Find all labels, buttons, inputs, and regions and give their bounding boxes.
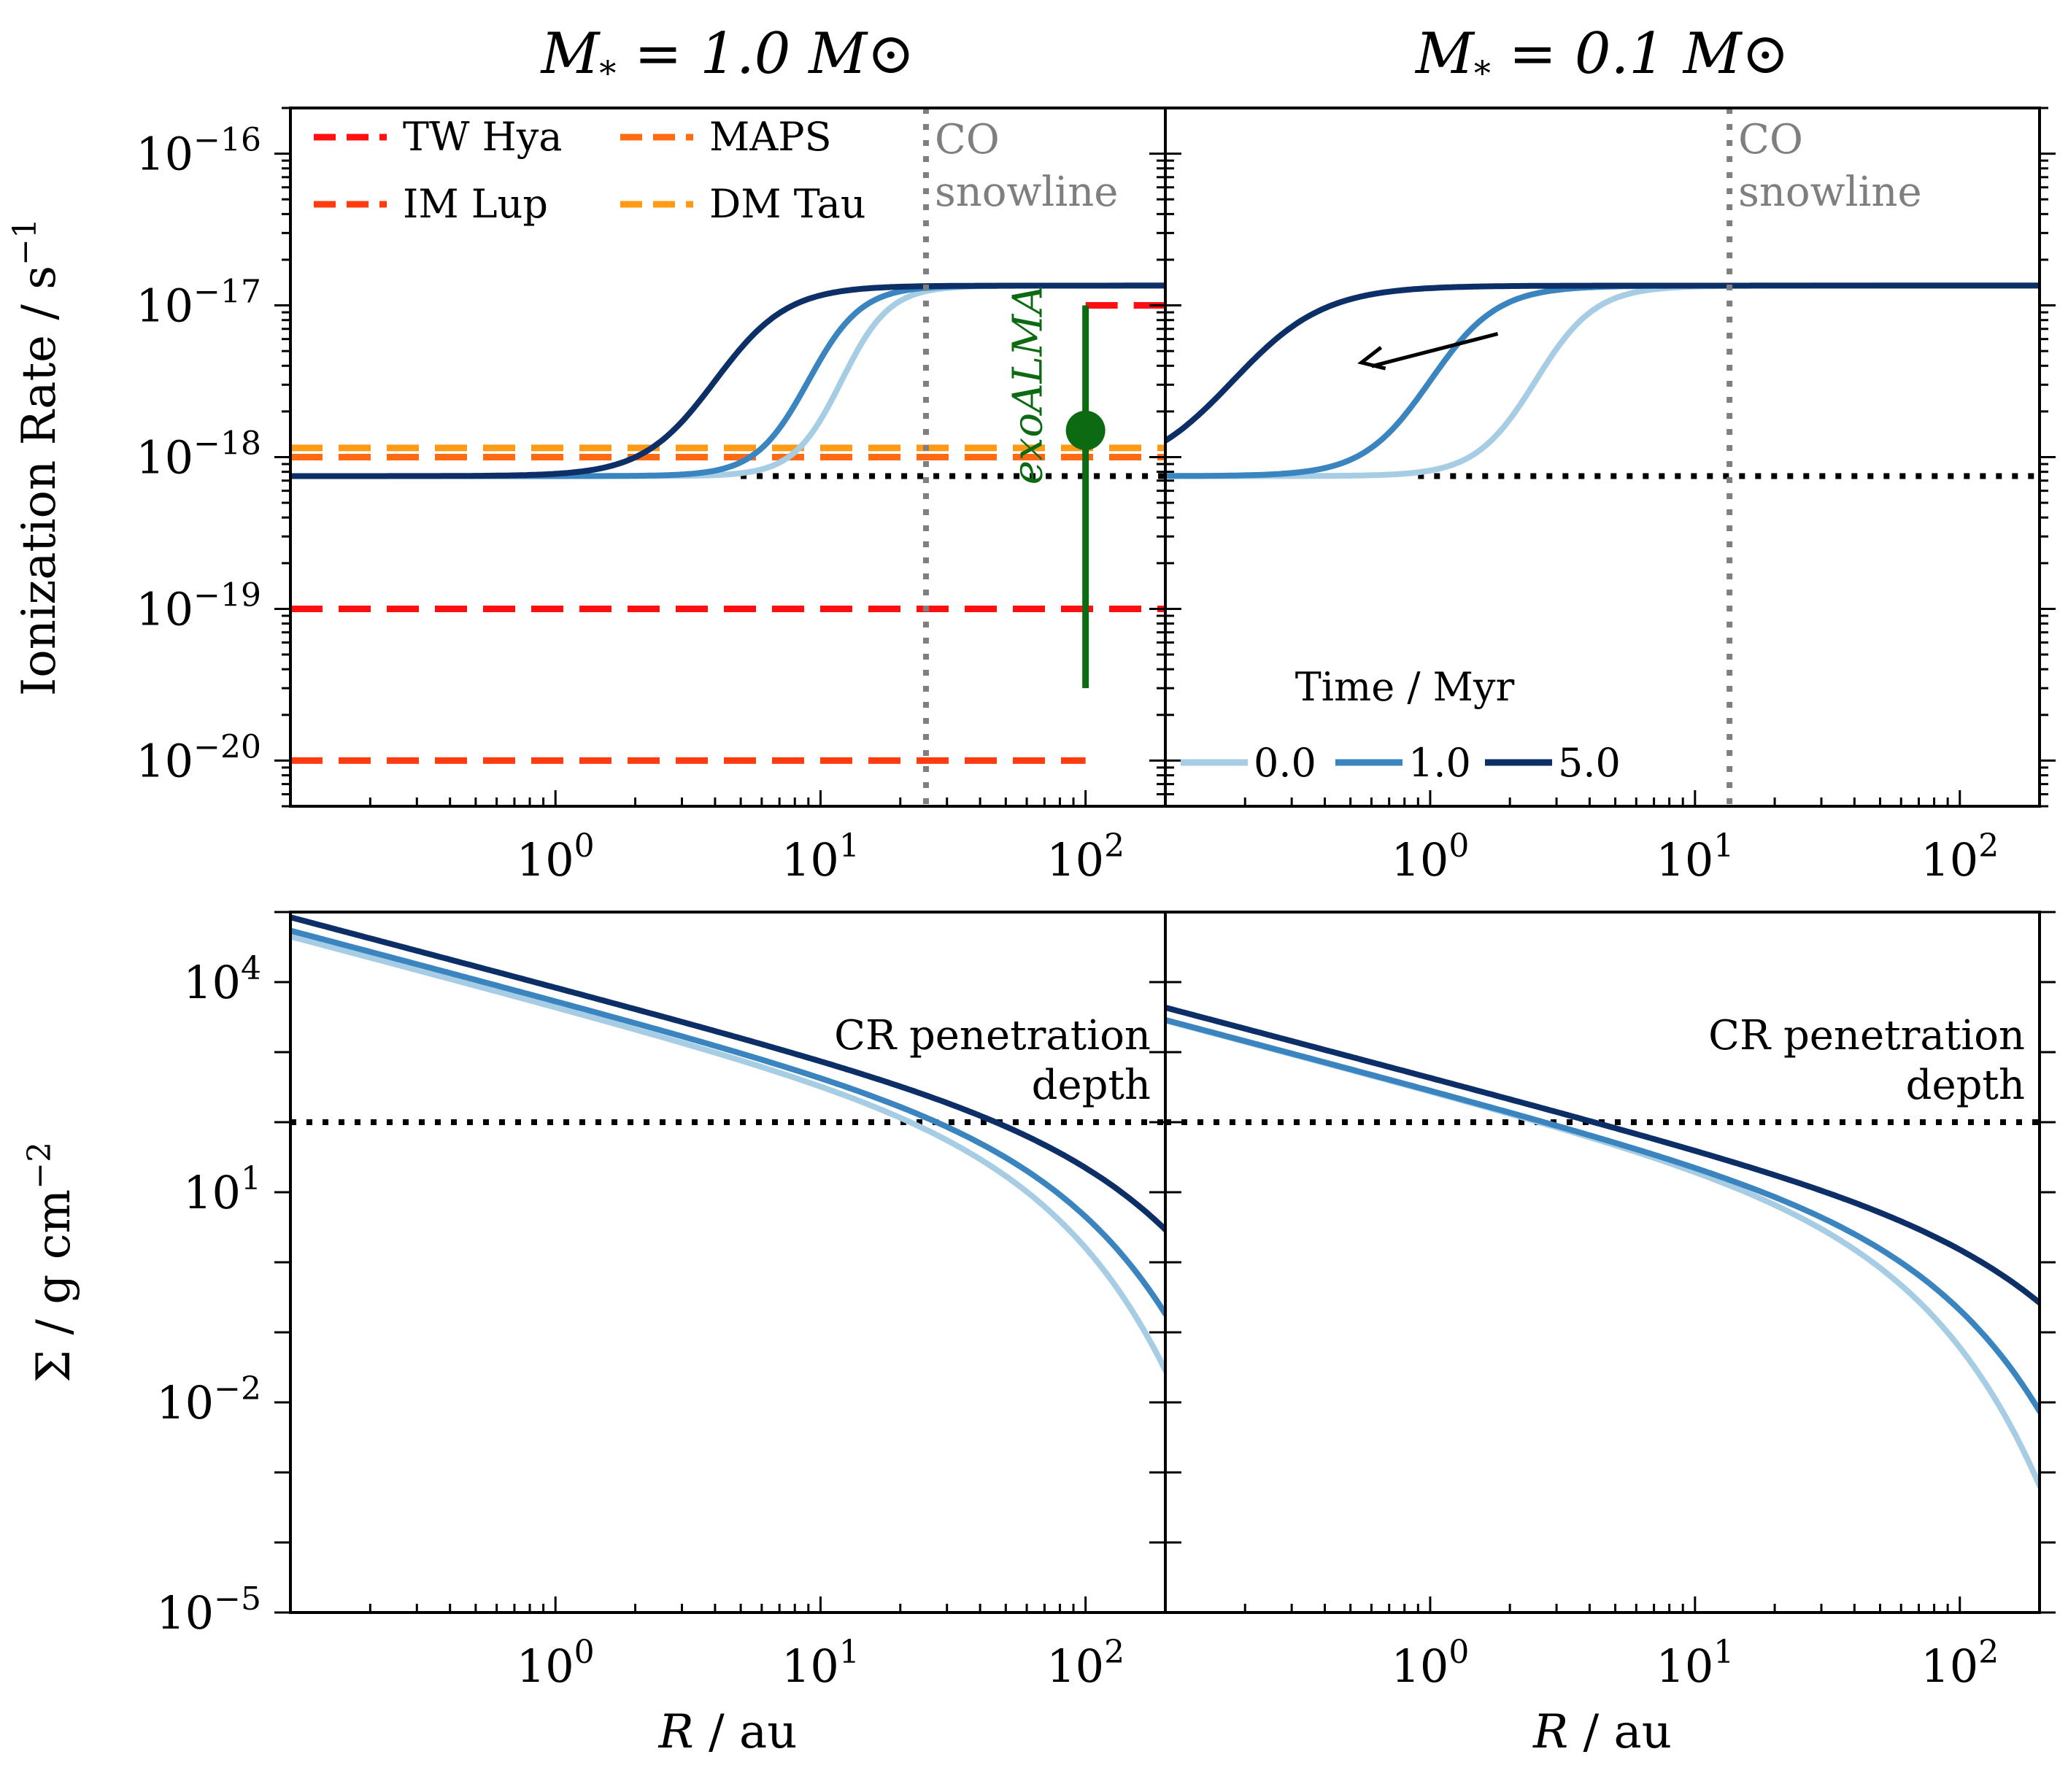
- time-legend-label: 1.0: [1408, 740, 1471, 786]
- series-line-5.0: [290, 282, 1165, 479]
- plot-area: [290, 914, 1165, 1374]
- time-legend-label: 5.0: [1558, 740, 1621, 786]
- x-tick-label: 101: [1656, 827, 1734, 887]
- legend-label: TW Hya: [403, 114, 562, 160]
- x-tick-label: 101: [782, 827, 860, 887]
- x-tick-label: 101: [1656, 1634, 1734, 1693]
- x-tick-label: 100: [517, 827, 595, 887]
- y-tick-label: 104: [183, 950, 261, 1009]
- penetration-label-line1: CR penetration: [834, 1012, 1151, 1059]
- time-arrow-shaft: [1371, 332, 1499, 368]
- penetration-label-line2: depth: [1906, 1062, 2025, 1109]
- penetration-label-line1: CR penetration: [1708, 1012, 2025, 1059]
- time-legend-label: 0.0: [1254, 740, 1316, 786]
- exoalma-label: exoALMA: [1005, 285, 1052, 484]
- plot-area: [290, 108, 1165, 806]
- x-tick-label: 102: [1921, 827, 1999, 887]
- y-axis-label: Σ / g cm−2: [21, 1142, 81, 1383]
- time-legend-title: Time / Myr: [1295, 664, 1515, 710]
- x-tick-label: 100: [1391, 827, 1469, 887]
- ionization-panel-left: CO snowline exoALMA TW Hya MAPS IM Lup DM Tau 1…: [7, 21, 1181, 887]
- series-line-5.0: [1165, 1004, 2040, 1306]
- legend-label: IM Lup: [403, 181, 548, 227]
- x-tick-label: 100: [517, 1634, 595, 1693]
- series-line-0.0: [1165, 282, 2040, 479]
- ionization-panel-right: CO snowline Time / Myr 0.0 1.0 5.0 100 101 102 M*…: [1149, 21, 2056, 887]
- x-axis-label: R / au: [1532, 1705, 1672, 1759]
- series-line-1.0: [1165, 1016, 2040, 1415]
- panel-title: M* = 1.0 M⊙: [540, 21, 915, 93]
- x-tick-label: 102: [1046, 1634, 1124, 1693]
- series-line-0.0: [290, 933, 1165, 1374]
- series-line-1.0: [290, 927, 1165, 1317]
- x-axis-label: R / au: [658, 1705, 798, 1759]
- series-line-5.0: [1165, 282, 2040, 444]
- plot-area: [1165, 108, 2040, 806]
- snowline-label-snowline: snowline: [935, 169, 1118, 216]
- y-tick-label: 10−18: [136, 425, 261, 484]
- y-tick-label: 10−2: [156, 1370, 261, 1429]
- snowline-label-co: CO: [1738, 116, 1803, 163]
- x-tick-label: 100: [1391, 1634, 1469, 1693]
- snowline-label-co: CO: [935, 116, 1000, 163]
- y-tick-label: 10−20: [136, 728, 261, 787]
- x-tick-label: 102: [1921, 1634, 1999, 1693]
- y-tick-label: 10−16: [136, 122, 261, 181]
- x-tick-label: 101: [782, 1634, 860, 1693]
- time-arrow-head: [1357, 346, 1386, 371]
- legend-label: DM Tau: [709, 181, 866, 227]
- exoalma-point: [1065, 410, 1106, 450]
- y-tick-label: 10−5: [156, 1580, 261, 1640]
- snowline-label-snowline: snowline: [1738, 169, 1921, 216]
- y-axis-label: Ionization Rate / s−1: [7, 218, 66, 696]
- y-tick-label: 10−17: [136, 274, 261, 333]
- y-tick-label: 10−19: [136, 576, 261, 636]
- penetration-label-line2: depth: [1032, 1062, 1151, 1109]
- panel-title: M* = 0.1 M⊙: [1414, 21, 1789, 93]
- y-tick-label: 101: [183, 1160, 261, 1219]
- plot-area: [1165, 1004, 2040, 1489]
- series-line-1.0: [1165, 282, 2040, 479]
- series-line-5.0: [290, 914, 1165, 1233]
- legend-label: MAPS: [709, 114, 832, 160]
- x-tick-label: 102: [1046, 827, 1124, 887]
